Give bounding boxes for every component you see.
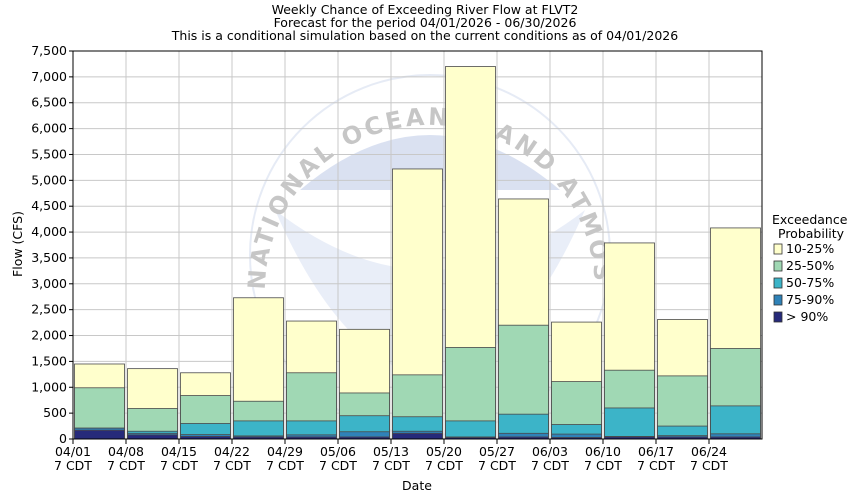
bar-segment xyxy=(74,429,125,440)
x-tick-label-time: 7 CDT xyxy=(637,458,675,473)
bar-stack xyxy=(233,297,284,440)
y-tick-label: 6,500 xyxy=(31,95,67,110)
x-tick-label-time: 7 CDT xyxy=(54,458,92,473)
y-tick-label: 5,000 xyxy=(31,172,67,187)
y-tick-label: 4,500 xyxy=(31,198,67,213)
y-tick-label: 2,500 xyxy=(31,302,67,317)
legend-swatch xyxy=(773,277,783,289)
y-tick-label: 7,000 xyxy=(31,69,67,84)
bar-stack xyxy=(445,66,496,440)
legend: Exceedance Probability 10-25% 25-50% 50-75… xyxy=(772,212,848,324)
bar-stack xyxy=(180,372,231,440)
bar-stack xyxy=(392,168,443,440)
x-tick-label-time: 7 CDT xyxy=(213,458,251,473)
x-tick-label-date: 06/17 xyxy=(638,444,674,459)
y-tick-label: 2,000 xyxy=(31,328,67,343)
x-tick-label-date: 05/06 xyxy=(320,444,356,459)
x-tick-label-date: 04/08 xyxy=(108,444,144,459)
legend-swatch xyxy=(773,260,783,272)
x-tick-label-time: 7 CDT xyxy=(690,458,728,473)
y-axis-label: Flow (CFS) xyxy=(10,211,25,277)
x-tick-label-date: 06/03 xyxy=(532,444,568,459)
chart-title: Weekly Chance of Exceeding River Flow at… xyxy=(272,2,579,17)
x-tick-label-time: 7 CDT xyxy=(160,458,198,473)
x-tick-label-date: 05/20 xyxy=(426,444,462,459)
y-tick-label: 5,500 xyxy=(31,146,67,161)
x-tick-label-date: 04/15 xyxy=(161,444,197,459)
x-tick-label-date: 06/10 xyxy=(585,444,621,459)
y-tick-label: 3,000 xyxy=(31,276,67,291)
x-tick-label-date: 05/13 xyxy=(373,444,409,459)
y-tick-label: 6,000 xyxy=(31,121,67,136)
x-tick-label-time: 7 CDT xyxy=(478,458,516,473)
x-tick-label-date: 05/27 xyxy=(479,444,515,459)
legend-label: 75-90% xyxy=(786,292,834,307)
x-tick-label-date: 04/29 xyxy=(267,444,303,459)
bar-segment xyxy=(127,434,178,440)
y-tick-label: 500 xyxy=(43,405,67,420)
legend-label: > 90% xyxy=(786,309,828,324)
legend-label: 10-25% xyxy=(786,241,834,256)
plot-frame xyxy=(72,50,763,440)
bar-stack xyxy=(551,321,602,440)
legend-swatch xyxy=(773,311,783,323)
chart-subtitle-period: Forecast for the period 04/01/2026 - 06/… xyxy=(274,15,577,30)
x-tick-label-time: 7 CDT xyxy=(584,458,622,473)
bar-segment xyxy=(445,420,496,440)
bar-stack xyxy=(127,368,178,440)
x-tick-label-time: 7 CDT xyxy=(425,458,463,473)
y-tick-label: 3,500 xyxy=(31,250,67,265)
bar-stacks xyxy=(74,66,761,440)
legend-title-line-2: Probability xyxy=(778,226,845,241)
x-tick-label-time: 7 CDT xyxy=(372,458,410,473)
y-tick-label: 0 xyxy=(59,431,67,446)
x-tick-label-date: 06/24 xyxy=(691,444,727,459)
bar-stack xyxy=(710,227,761,440)
bar-stack xyxy=(498,198,549,440)
bar-stack xyxy=(604,242,655,440)
y-tick-label: 7,500 xyxy=(31,43,67,58)
legend-label: 50-75% xyxy=(786,275,834,290)
legend-title-line-1: Exceedance xyxy=(772,212,848,227)
x-tick-label-time: 7 CDT xyxy=(266,458,304,473)
y-tick-label: 1,500 xyxy=(31,353,67,368)
y-axis-ticks: 0 500 1,000 1,500 2,000 2,500 3,000 3,500 4,000 4… xyxy=(31,43,73,446)
bar-segment xyxy=(392,432,443,440)
legend-swatch xyxy=(773,243,783,255)
chart-subtitle-conditions: This is a conditional simulation based o… xyxy=(171,28,678,43)
x-axis-label: Date xyxy=(402,478,432,493)
x-tick-label-time: 7 CDT xyxy=(319,458,357,473)
bar-stack xyxy=(657,319,708,440)
bar-stack xyxy=(286,320,337,440)
legend-swatch xyxy=(773,294,783,306)
x-tick-label-time: 7 CDT xyxy=(531,458,569,473)
bar-segment xyxy=(604,407,655,440)
y-tick-label: 4,000 xyxy=(31,224,67,239)
bar-stack xyxy=(74,363,125,440)
bar-stack xyxy=(339,328,390,440)
axes xyxy=(72,50,763,440)
legend-items: 10-25% 25-50% 50-75% 75-90% > 90% xyxy=(773,241,834,324)
legend-label: 25-50% xyxy=(786,258,834,273)
x-tick-label-time: 7 CDT xyxy=(107,458,145,473)
x-tick-label-date: 04/22 xyxy=(214,444,250,459)
x-tick-label-date: 04/01 xyxy=(55,444,91,459)
y-tick-label: 1,000 xyxy=(31,379,67,394)
